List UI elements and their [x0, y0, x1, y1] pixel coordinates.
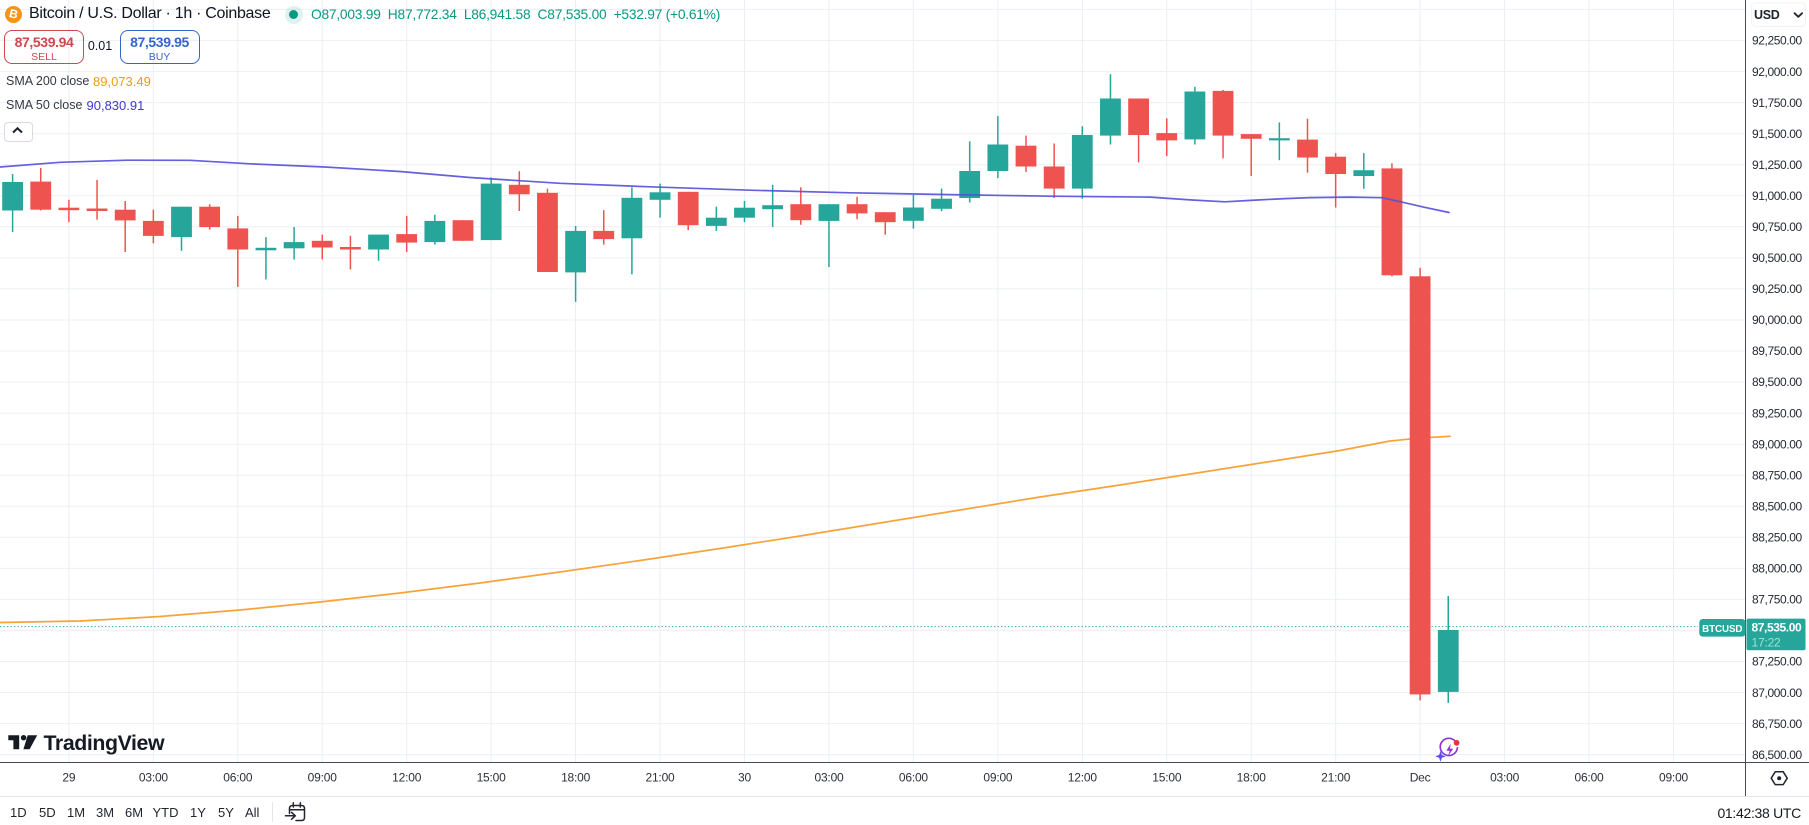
- svg-text:21:00: 21:00: [1321, 771, 1351, 785]
- svg-text:15:00: 15:00: [477, 771, 507, 785]
- svg-text:89,250.00: 89,250.00: [1752, 406, 1803, 420]
- svg-text:88,500.00: 88,500.00: [1752, 499, 1803, 513]
- svg-text:89,000.00: 89,000.00: [1752, 437, 1803, 451]
- svg-text:Dec: Dec: [1410, 771, 1431, 785]
- svg-text:87,535.00: 87,535.00: [1752, 620, 1803, 634]
- svg-text:91,250.00: 91,250.00: [1752, 158, 1803, 172]
- svg-text:18:00: 18:00: [1237, 771, 1267, 785]
- svg-text:12:00: 12:00: [1068, 771, 1098, 785]
- svg-text:12:00: 12:00: [392, 771, 422, 785]
- svg-text:90,250.00: 90,250.00: [1752, 282, 1803, 296]
- svg-text:09:00: 09:00: [308, 771, 338, 785]
- svg-text:88,000.00: 88,000.00: [1752, 562, 1803, 576]
- svg-text:30: 30: [738, 771, 751, 785]
- svg-text:06:00: 06:00: [899, 771, 929, 785]
- svg-text:92,000.00: 92,000.00: [1752, 65, 1803, 79]
- svg-text:BTCUSD: BTCUSD: [1702, 624, 1742, 635]
- svg-text:91,000.00: 91,000.00: [1752, 189, 1803, 203]
- svg-text:03:00: 03:00: [139, 771, 169, 785]
- svg-text:21:00: 21:00: [645, 771, 675, 785]
- svg-text:09:00: 09:00: [1659, 771, 1689, 785]
- svg-text:17:22: 17:22: [1752, 635, 1782, 649]
- svg-text:91,750.00: 91,750.00: [1752, 96, 1803, 110]
- svg-text:89,750.00: 89,750.00: [1752, 344, 1803, 358]
- svg-text:86,750.00: 86,750.00: [1752, 717, 1803, 731]
- svg-text:90,750.00: 90,750.00: [1752, 220, 1803, 234]
- svg-text:88,750.00: 88,750.00: [1752, 468, 1803, 482]
- svg-text:06:00: 06:00: [223, 771, 253, 785]
- svg-text:15:00: 15:00: [1152, 771, 1182, 785]
- svg-text:87,750.00: 87,750.00: [1752, 593, 1803, 607]
- svg-text:87,250.00: 87,250.00: [1752, 655, 1803, 669]
- svg-text:06:00: 06:00: [1574, 771, 1604, 785]
- svg-text:86,500.00: 86,500.00: [1752, 748, 1803, 762]
- svg-text:29: 29: [62, 771, 75, 785]
- svg-text:92,250.00: 92,250.00: [1752, 34, 1803, 48]
- svg-text:87,000.00: 87,000.00: [1752, 686, 1803, 700]
- svg-text:03:00: 03:00: [1490, 771, 1520, 785]
- svg-text:90,500.00: 90,500.00: [1752, 251, 1803, 265]
- svg-text:09:00: 09:00: [983, 771, 1013, 785]
- svg-text:USD: USD: [1754, 8, 1780, 22]
- svg-text:90,000.00: 90,000.00: [1752, 313, 1803, 327]
- svg-text:88,250.00: 88,250.00: [1752, 531, 1803, 545]
- svg-text:91,500.00: 91,500.00: [1752, 127, 1803, 141]
- svg-text:03:00: 03:00: [814, 771, 844, 785]
- svg-text:89,500.00: 89,500.00: [1752, 375, 1803, 389]
- svg-text:18:00: 18:00: [561, 771, 591, 785]
